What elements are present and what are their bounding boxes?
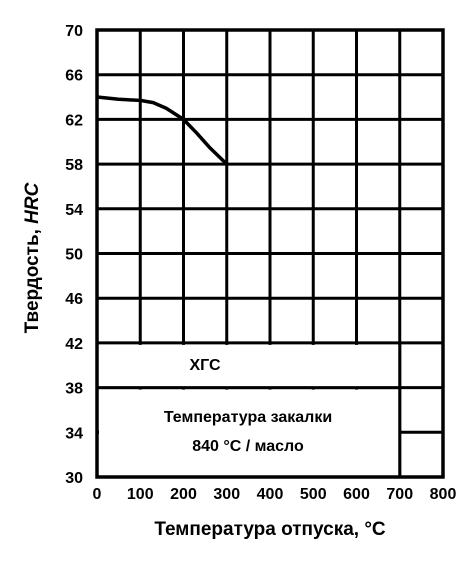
series-line [96, 95, 228, 166]
series-layer [96, 95, 228, 166]
y-tick-label: 30 [65, 470, 83, 487]
steel-panel-mask [99, 344, 399, 387]
y-axis-title-text: Твердость, [22, 224, 43, 334]
steel-grade-text: ХГС [189, 357, 221, 374]
y-tick-label: 54 [65, 202, 83, 219]
y-tick-label: 50 [65, 247, 83, 264]
y-tick-label: 34 [65, 425, 83, 442]
y-tick-label: 66 [65, 68, 83, 85]
y-tick-label: 62 [65, 112, 83, 129]
x-tick-label: 300 [213, 486, 240, 503]
x-tick-label: 100 [127, 486, 154, 503]
x-tick-label: 200 [170, 486, 197, 503]
steel-grade-label: ХГС [182, 352, 228, 376]
chart-grid [97, 30, 443, 477]
quench-panel-mask [99, 389, 399, 476]
y-tick-label: 46 [65, 291, 83, 308]
x-tick-label: 600 [343, 486, 370, 503]
y-tick-label: 42 [65, 336, 83, 353]
quench-line-1: Температура закалки [164, 409, 332, 426]
x-tick-label: 400 [257, 486, 284, 503]
tick-labels: 0 100 200 300 400 500 600 700 800 30 34 38 42 46 50 54 5… [65, 23, 456, 503]
plot-border [95, 28, 445, 479]
x-tick-label: 500 [300, 486, 327, 503]
x-axis-title: Температура отпуска, °C [154, 519, 386, 540]
plot-frame [95, 28, 445, 479]
y-tick-label: 70 [65, 23, 83, 40]
y-tick-label: 58 [65, 157, 83, 174]
y-axis-title-unit: HRC [22, 182, 43, 223]
y-axis-title: Твердость, HRC [22, 182, 43, 333]
x-tick-label: 0 [93, 486, 102, 503]
x-tick-label: 700 [386, 486, 413, 503]
y-tick-label: 38 [65, 381, 83, 398]
quench-annotation: Температура закалки 840 °C / масло [164, 409, 332, 455]
quench-line-2: 840 °C / масло [192, 438, 304, 455]
x-tick-label: 800 [430, 486, 457, 503]
